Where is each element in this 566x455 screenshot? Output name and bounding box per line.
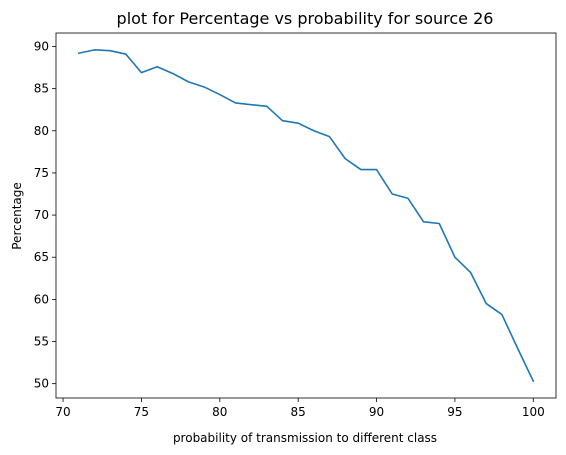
x-tick-label: 100 [522, 405, 545, 419]
y-axis: 50 55 60 65 70 75 80 85 90 [34, 39, 56, 391]
y-tick-label: 75 [34, 166, 49, 180]
chart-title: plot for Percentage vs probability for s… [117, 9, 494, 28]
y-tick-label: 60 [34, 292, 49, 306]
y-tick-label: 55 [34, 335, 49, 349]
y-axis-label: Percentage [10, 182, 24, 250]
series-group [77, 49, 535, 383]
y-tick-label: 90 [34, 39, 49, 53]
y-tick-label: 65 [34, 250, 49, 264]
series-line [77, 49, 535, 383]
x-tick-label: 95 [447, 405, 462, 419]
y-tick-label: 80 [34, 124, 49, 138]
x-tick-label: 85 [291, 405, 306, 419]
x-tick-label: 80 [212, 405, 227, 419]
x-tick-label: 75 [134, 405, 149, 419]
x-axis: 70 75 80 85 90 95 100 [55, 398, 545, 419]
y-tick-label: 50 [34, 377, 49, 391]
x-axis-label: probability of transmission to different… [173, 431, 437, 445]
x-tick-label: 70 [55, 405, 70, 419]
y-tick-label: 85 [34, 82, 49, 96]
y-tick-label: 70 [34, 208, 49, 222]
x-tick-label: 90 [369, 405, 384, 419]
plot-frame [55, 32, 557, 399]
